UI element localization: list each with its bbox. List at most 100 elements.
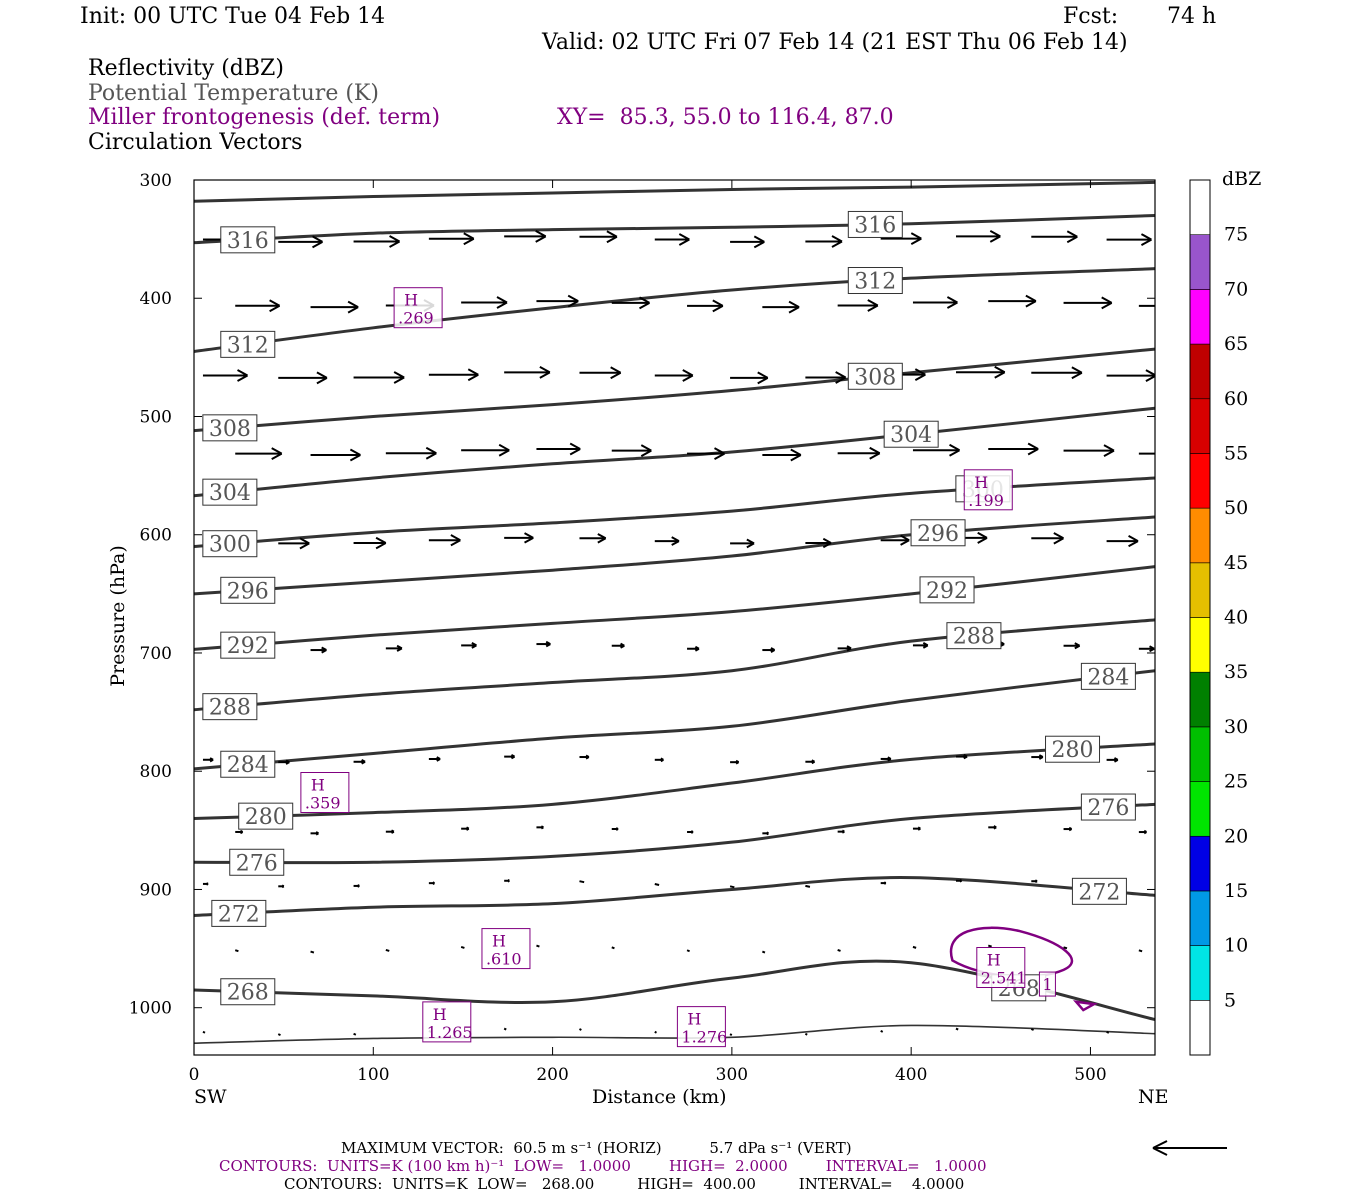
- theta-label-box: [229, 848, 285, 876]
- circulation-vector: [428, 756, 441, 762]
- vector-head: [1038, 754, 1044, 760]
- circulation-vector: [579, 754, 590, 760]
- theta-label-box: [847, 267, 903, 295]
- circulation-vector: [611, 444, 652, 458]
- vector-head: [569, 442, 581, 456]
- vector-head: [535, 229, 547, 243]
- field-potential-temperature: Potential Temperature (K): [88, 81, 379, 106]
- circulation-vector: [235, 829, 244, 835]
- vector-head: [900, 534, 910, 546]
- theta-label-box: [220, 631, 276, 659]
- circulation-vector: [654, 757, 664, 763]
- frontogenesis-label-box: [300, 772, 350, 813]
- circulation-vector: [730, 759, 740, 765]
- y-axis-tick-label: 800: [140, 762, 172, 782]
- max-vector-note: MAXIMUM VECTOR: 60.5 m s⁻¹ (HORIZ) 5.7 d…: [341, 1139, 852, 1157]
- circulation-vector: [278, 235, 323, 249]
- circulation-vector: [955, 1027, 959, 1031]
- theta-contour-label: 300: [202, 530, 258, 558]
- vector-head: [993, 825, 997, 830]
- circulation-vector: [504, 365, 551, 379]
- theta-label-text: 288: [953, 625, 995, 650]
- vector-head: [585, 754, 590, 760]
- circulation-vector: [503, 1027, 507, 1031]
- frontogenesis-max-letter: H: [687, 1010, 701, 1029]
- theta-contour-line: [194, 347, 1155, 433]
- circulation-vector: [1138, 645, 1155, 653]
- vector-shaft: [202, 1030, 206, 1034]
- frontogenesis-label-box: [1038, 971, 1056, 997]
- theta-contour-line: [194, 180, 1155, 203]
- vector-head: [790, 448, 802, 462]
- circulation-vector: [730, 371, 769, 385]
- colorbar-label: 45: [1224, 552, 1248, 574]
- vector-shaft: [310, 950, 315, 954]
- frontogenesis-max-letter: H: [433, 1005, 447, 1024]
- vector-head: [989, 229, 1001, 243]
- circulation-vector: [1031, 879, 1038, 884]
- theta-label-box: [220, 330, 276, 358]
- theta-contour-line: [194, 742, 1155, 821]
- vector-head: [690, 830, 694, 834]
- vector-shaft: [385, 948, 390, 952]
- vector-head: [450, 534, 461, 547]
- frontogenesis-label-box: [676, 1006, 726, 1048]
- vector-head: [315, 831, 319, 836]
- theta-contour-line: [194, 267, 1155, 353]
- circulation-vector: [277, 1033, 281, 1037]
- vector-shaft: [1106, 1030, 1110, 1034]
- circulation-vector: [1063, 642, 1081, 650]
- circulation-vector: [536, 944, 540, 948]
- circulation-vector: [1031, 532, 1064, 545]
- theta-label-box: [1045, 735, 1101, 763]
- vector-head: [846, 645, 852, 652]
- theta-label-text: 316: [854, 213, 896, 238]
- circulation-vector: [310, 646, 327, 654]
- vector-shaft: [1063, 946, 1068, 950]
- circulation-vector: [880, 232, 922, 246]
- vector-head: [910, 232, 922, 246]
- vector-shaft: [729, 885, 735, 889]
- colorbar-segment: [1189, 835, 1211, 892]
- vector-head: [375, 536, 387, 550]
- vector-head: [753, 235, 765, 249]
- theta-label-box: [220, 576, 276, 604]
- vector-head: [1025, 294, 1037, 308]
- circulation-vector: [278, 371, 328, 385]
- theta-contour-line: [194, 565, 1155, 651]
- theta-contour-label: 308: [202, 414, 258, 442]
- vector-shaft: [234, 949, 239, 953]
- vector-head: [606, 230, 618, 244]
- circulation-vector: [687, 830, 694, 834]
- circulation-vector: [880, 881, 887, 885]
- x-axis-tick-label: 300: [716, 1065, 748, 1085]
- vector-shaft: [686, 949, 690, 953]
- frontogenesis-max-value: 1.265: [427, 1023, 473, 1042]
- colorbar-label: 60: [1224, 388, 1248, 410]
- circulation-vector: [654, 233, 690, 246]
- theta-label-text: 292: [227, 634, 269, 659]
- theta-contour-line: [194, 876, 1155, 917]
- circulation-vector: [461, 642, 477, 649]
- circulation-vector: [504, 879, 510, 883]
- frontogenesis-max-value: .610: [486, 950, 522, 969]
- theta-contour-label: 316: [220, 226, 276, 254]
- colorbar-segment: [1189, 234, 1211, 290]
- y-axis-tick-label: 300: [140, 171, 172, 191]
- vector-head: [1068, 826, 1073, 832]
- circulation-vector: [654, 536, 680, 546]
- vector-head: [867, 299, 879, 312]
- colorbar-segment: [1189, 289, 1211, 345]
- y-axis-tick-label: 600: [140, 526, 172, 546]
- field-circulation-vectors: Circulation Vectors: [88, 130, 303, 155]
- x-axis-tick-label: 100: [357, 1065, 389, 1085]
- contours-frontogenesis-note: CONTOURS: UNITS=K (100 km h)⁻¹ LOW= 1.00…: [219, 1157, 987, 1175]
- theta-contour-label: 288: [946, 622, 1002, 650]
- theta-contour-line: [194, 213, 1155, 245]
- colorbar-label: 15: [1224, 880, 1248, 902]
- theta-label-box: [238, 802, 294, 830]
- circulation-vector: [912, 443, 961, 457]
- circulation-vector: [504, 229, 547, 243]
- colorbar-label: 5: [1224, 989, 1236, 1011]
- colorbar-segment: [1189, 726, 1211, 782]
